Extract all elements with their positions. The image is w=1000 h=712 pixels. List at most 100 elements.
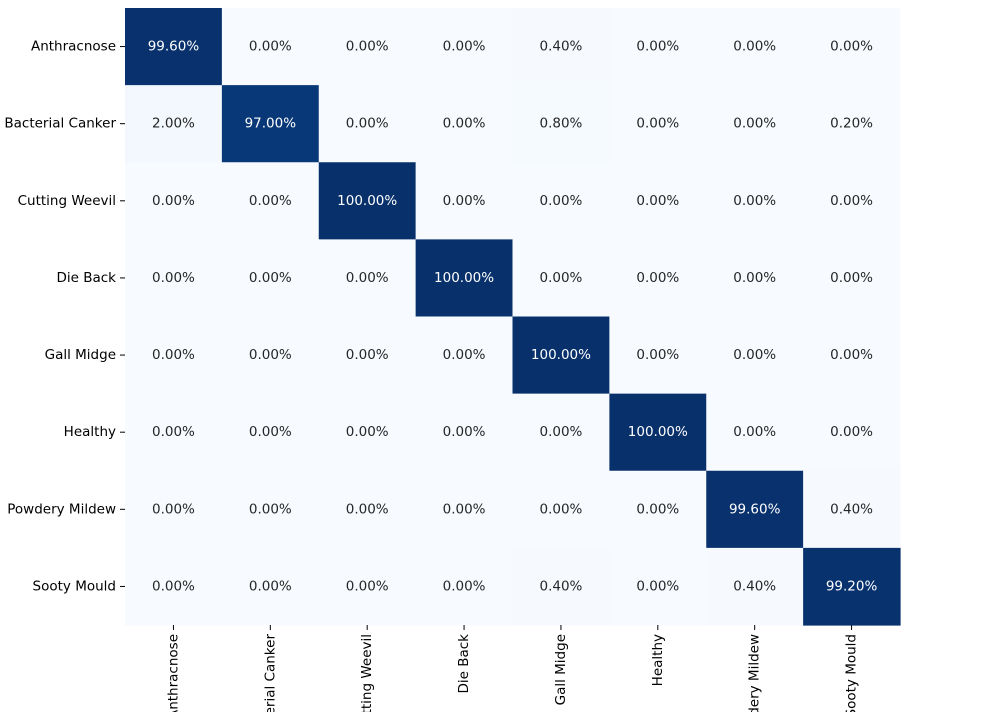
x-tick-label: Powdery Mildew (747, 634, 763, 712)
cell-value-label: 0.00% (346, 116, 389, 132)
y-tick-label: Powdery Mildew (7, 501, 116, 517)
cell-value-label: 0.00% (830, 347, 873, 363)
heatmap-cell (318, 239, 417, 318)
cell-value-labels: 99.60% 0.00% 0.00% 0.00% 0.40% 0.00% 0.00% 0.00… (148, 39, 878, 595)
cell-value-label: 0.00% (830, 424, 873, 440)
heatmap-cell (706, 162, 804, 240)
heatmap-cell (221, 85, 320, 163)
heatmap-cell (609, 316, 707, 395)
heatmap-cell (706, 85, 804, 163)
cell-value-label: 97.00% (245, 116, 297, 132)
heatmap-cell (609, 162, 707, 240)
heatmap-cell (706, 316, 804, 395)
cell-value-label: 0.40% (539, 39, 582, 55)
cell-value-label: 0.00% (443, 116, 486, 132)
heatmap-cell (221, 547, 320, 626)
heatmap-cell (415, 547, 514, 626)
cell-value-label: 100.00% (531, 347, 591, 363)
heatmap-cell (512, 162, 610, 240)
heatmap-cell (415, 239, 514, 318)
cell-value-label: 0.00% (249, 193, 292, 209)
heatmap-cell (318, 547, 417, 626)
heatmap-cell (318, 316, 417, 395)
cell-value-label: 0.80% (539, 116, 582, 132)
cell-value-label: 100.00% (434, 270, 494, 286)
cell-value-label: 0.00% (733, 116, 776, 132)
cell-value-label: 100.00% (628, 424, 688, 440)
heatmap-cell (512, 85, 610, 163)
heatmap-cell (706, 547, 804, 626)
x-axis: Anthracnose Bacterial Canker Cutting Weevi… (165, 625, 860, 712)
heatmap-cell (609, 393, 707, 472)
heatmap-cell (415, 8, 514, 86)
cell-value-label: 0.00% (346, 501, 389, 517)
heatmap-cell (609, 547, 707, 626)
heatmap-cell (415, 162, 514, 240)
cell-value-label: 0.00% (636, 501, 679, 517)
cell-value-label: 0.00% (443, 578, 486, 594)
heatmap-cell (609, 239, 707, 318)
heatmap-cell (221, 239, 320, 318)
heatmap-cell (706, 470, 804, 549)
heatmap-cell (125, 547, 223, 626)
heatmap-cell (609, 85, 707, 163)
cell-value-label: 0.00% (249, 501, 292, 517)
heatmap-cell (609, 470, 707, 549)
cell-value-label: 0.00% (539, 270, 582, 286)
heatmap-cell (803, 470, 901, 549)
heatmap-cell (803, 162, 901, 240)
cell-value-label: 0.20% (830, 116, 873, 132)
heatmap-cell (803, 316, 901, 395)
heatmap-cell (318, 393, 417, 472)
heatmap-cell (512, 393, 610, 472)
cell-value-label: 99.60% (148, 39, 200, 55)
x-tick-label: Die Back (456, 634, 472, 694)
cell-value-label: 0.00% (443, 501, 486, 517)
cell-value-label: 0.00% (346, 347, 389, 363)
x-tick-label: Sooty Mould (844, 634, 860, 712)
x-tick-label: Cutting Weevil (359, 634, 375, 712)
cell-value-label: 0.00% (152, 270, 195, 286)
x-tick-label: Gall Midge (553, 634, 569, 705)
heatmap-cell (512, 8, 610, 86)
heatmap-cell (125, 239, 223, 318)
heatmap-cell (512, 239, 610, 318)
x-tick-label: Anthracnose (165, 634, 181, 712)
heatmap-cell (803, 393, 901, 472)
cell-value-label: 0.00% (733, 347, 776, 363)
heatmap-cell (803, 85, 901, 163)
heatmap-cell (415, 316, 514, 395)
cell-value-label: 0.00% (636, 39, 679, 55)
heatmap-cell (512, 547, 610, 626)
heatmap-cells (125, 8, 901, 626)
cell-value-label: 0.00% (636, 578, 679, 594)
cell-value-label: 0.00% (443, 39, 486, 55)
cell-value-label: 0.00% (152, 578, 195, 594)
y-tick-label: Sooty Mould (33, 578, 116, 594)
heatmap-cell (318, 8, 417, 86)
heatmap-cell (221, 162, 320, 240)
cell-value-label: 0.00% (830, 193, 873, 209)
heatmap-cell (803, 547, 901, 626)
heatmap-cell (125, 85, 223, 163)
heatmap-cell (512, 316, 610, 395)
heatmap-cell (415, 470, 514, 549)
heatmap-cell (512, 470, 610, 549)
cell-value-label: 0.00% (152, 347, 195, 363)
heatmap-cell (221, 316, 320, 395)
cell-value-label: 0.00% (733, 39, 776, 55)
cell-value-label: 0.00% (636, 347, 679, 363)
heatmap-cell (609, 8, 707, 86)
cell-value-label: 0.00% (249, 347, 292, 363)
cell-value-label: 0.00% (249, 270, 292, 286)
cell-value-label: 0.40% (733, 578, 776, 594)
heatmap-cell (125, 162, 223, 240)
cell-value-label: 2.00% (152, 116, 195, 132)
cell-value-label: 0.00% (443, 347, 486, 363)
cell-value-label: 0.00% (733, 270, 776, 286)
cell-value-label: 0.00% (443, 193, 486, 209)
cell-value-label: 0.00% (152, 193, 195, 209)
cell-value-label: 0.00% (636, 116, 679, 132)
heatmap-cell (318, 470, 417, 549)
